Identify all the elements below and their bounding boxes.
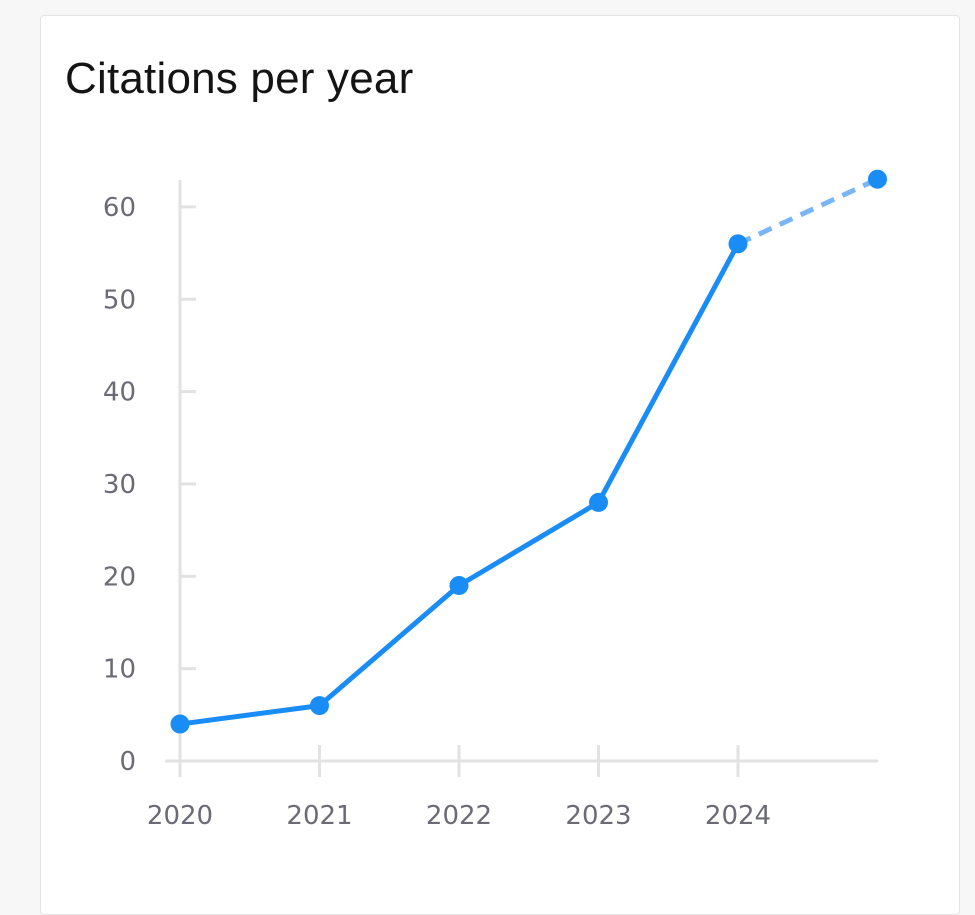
data-point (728, 234, 748, 254)
data-point (589, 492, 608, 512)
x-tick-label: 2023 (565, 801, 631, 831)
card-title: Citations per year (65, 54, 414, 103)
y-tick-label: 10 (103, 655, 136, 685)
data-point (449, 576, 469, 596)
x-axis-ticks: 2020 2021 2022 2023 2024 (147, 745, 771, 831)
x-tick-label: 2022 (426, 801, 492, 831)
y-tick-label: 60 (103, 193, 136, 223)
y-tick-label: 40 (103, 378, 136, 408)
x-tick-label: 2024 (705, 801, 771, 831)
chart-axes (165, 180, 878, 763)
projected-data-point (868, 169, 887, 189)
data-point (170, 714, 190, 734)
projection-line (736, 176, 879, 247)
y-tick-label: 50 (103, 285, 136, 315)
citations-card: Citations per year (40, 15, 960, 915)
data-point (310, 696, 329, 716)
y-tick-label: 30 (103, 470, 136, 500)
y-axis-ticks: 0 10 20 30 40 50 60 (103, 193, 196, 777)
x-tick-label: 2020 (147, 801, 213, 831)
y-tick-label: 20 (103, 562, 136, 592)
y-tick-label: 0 (119, 747, 136, 777)
x-tick-label: 2021 (286, 801, 352, 831)
series-layer (170, 169, 887, 734)
series-line (177, 241, 741, 727)
